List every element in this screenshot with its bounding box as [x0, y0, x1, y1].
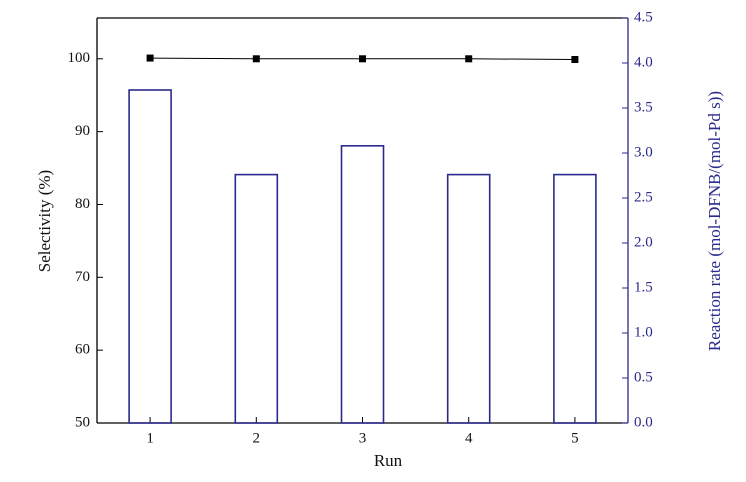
- y-tick-label: 90: [75, 123, 90, 139]
- y2-tick-label: 3.5: [634, 99, 653, 115]
- bar: [553, 173, 597, 424]
- y2-tick-label: 4.0: [634, 54, 653, 70]
- y2-tick-label: 1.5: [634, 279, 653, 295]
- x-tick-label: 2: [253, 430, 261, 446]
- point: [465, 55, 473, 63]
- x-tick-label: 3: [359, 430, 367, 446]
- point: [252, 55, 260, 63]
- y2-tick-label: 3.0: [634, 144, 653, 160]
- point: [146, 54, 154, 62]
- y-tick-label: 80: [75, 196, 90, 212]
- x-tick-label: 1: [146, 430, 154, 446]
- x-tick-label: 4: [465, 430, 473, 446]
- y2-tick-label: 0.0: [634, 414, 653, 430]
- y-tick-label: 70: [75, 269, 90, 285]
- x-tick-label: 5: [571, 430, 579, 446]
- y-tick-label: 100: [68, 50, 91, 66]
- point: [571, 56, 579, 64]
- y2-axis-label: Reaction rate (mol-DFNB/(mol-Pd s)): [705, 91, 724, 351]
- y-tick-label: 60: [75, 342, 90, 358]
- y2-tick-label: 1.0: [634, 324, 653, 340]
- y2-tick-label: 4.5: [634, 9, 653, 25]
- y2-tick-label: 0.5: [634, 369, 653, 385]
- bar: [340, 145, 385, 424]
- point: [359, 55, 366, 63]
- y-tick-label: 50: [75, 414, 90, 430]
- y2-tick-label: 2.0: [634, 234, 653, 250]
- bar: [234, 173, 279, 424]
- bar: [128, 89, 172, 424]
- x-axis-label: Run: [374, 451, 403, 470]
- bar: [446, 173, 491, 424]
- y-axis-label: Selectivity (%): [35, 170, 54, 272]
- y2-tick-label: 2.5: [634, 189, 653, 205]
